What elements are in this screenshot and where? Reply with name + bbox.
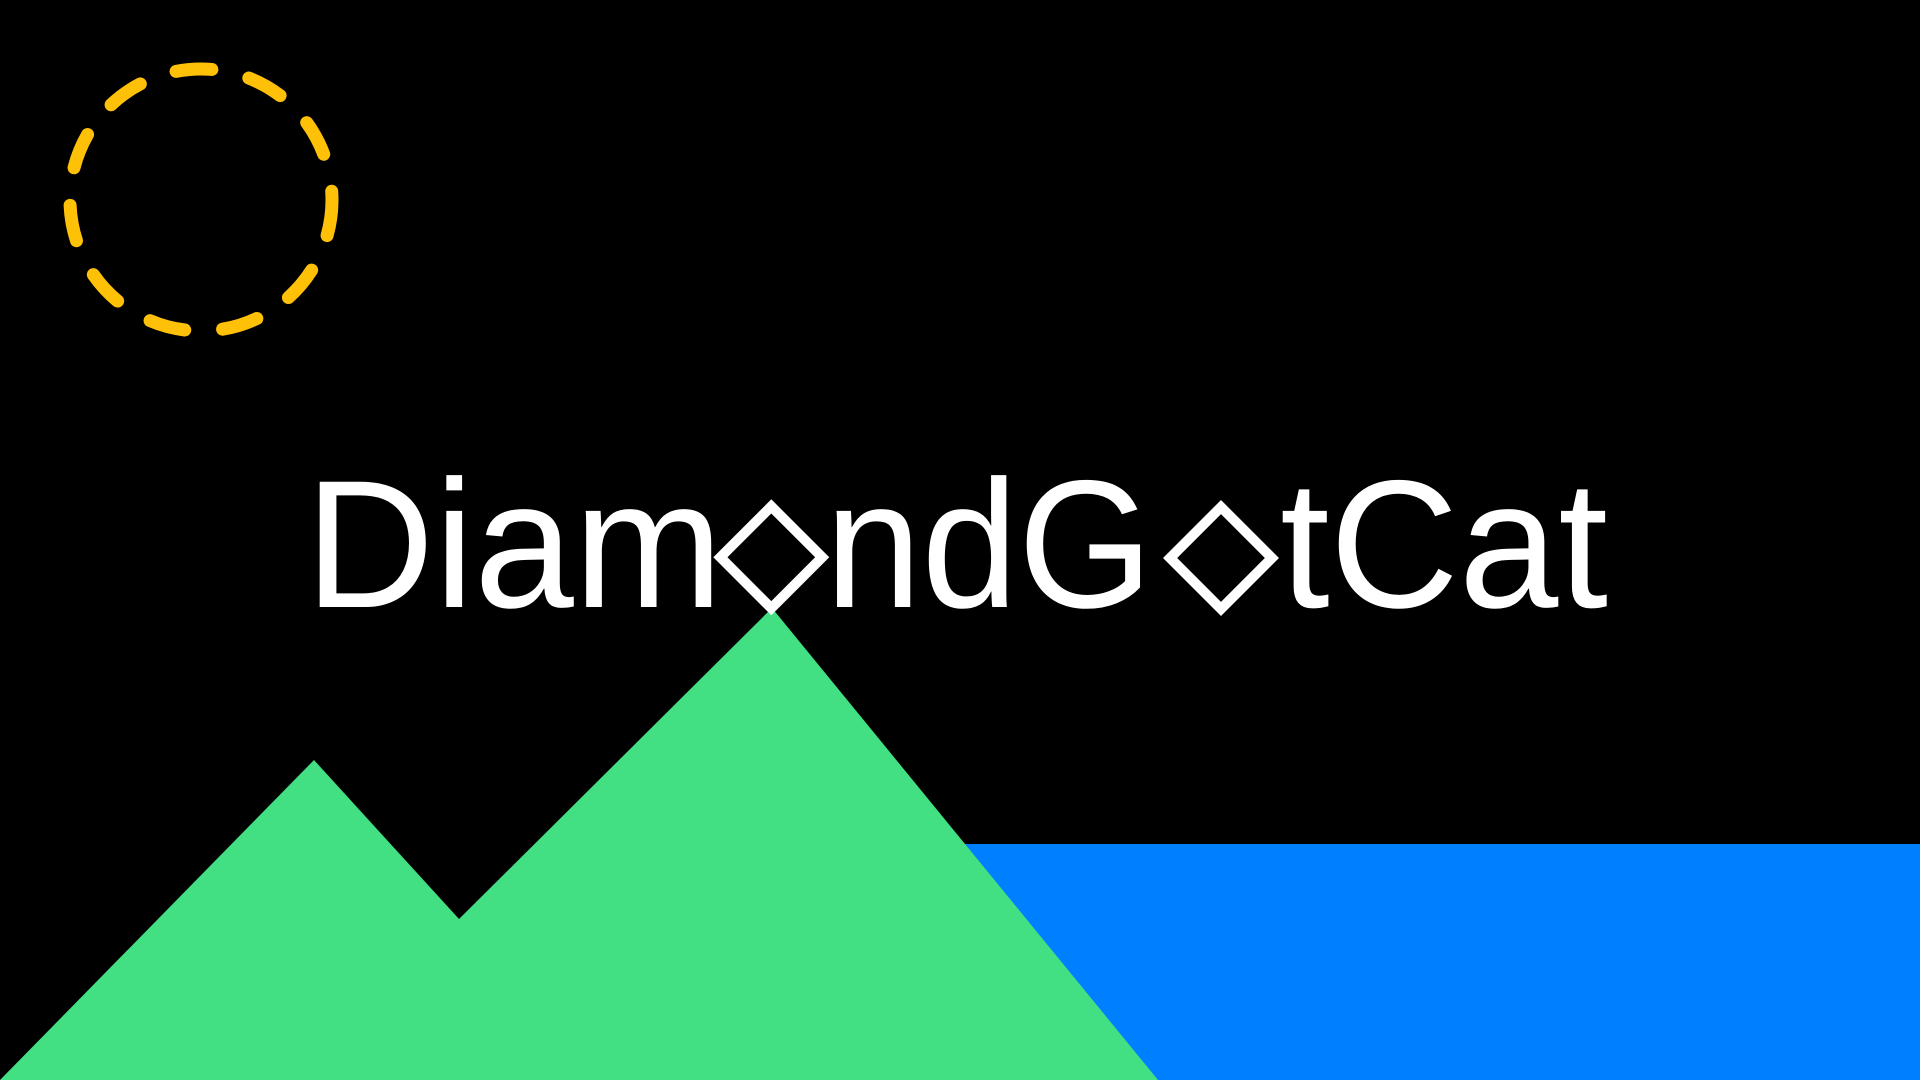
logo-segment-3: tCat xyxy=(1280,442,1608,646)
logo-segment-2: ndG xyxy=(825,442,1153,646)
logo-wordmark: Diam ndG tCat xyxy=(305,442,1608,646)
logo-diamond-o-2 xyxy=(1163,500,1279,616)
dashed-sun-icon xyxy=(63,62,339,338)
logo-segment-1: Diam xyxy=(305,442,723,646)
logo-diamond-o-1 xyxy=(713,499,830,616)
mountain-range xyxy=(0,608,1158,1080)
